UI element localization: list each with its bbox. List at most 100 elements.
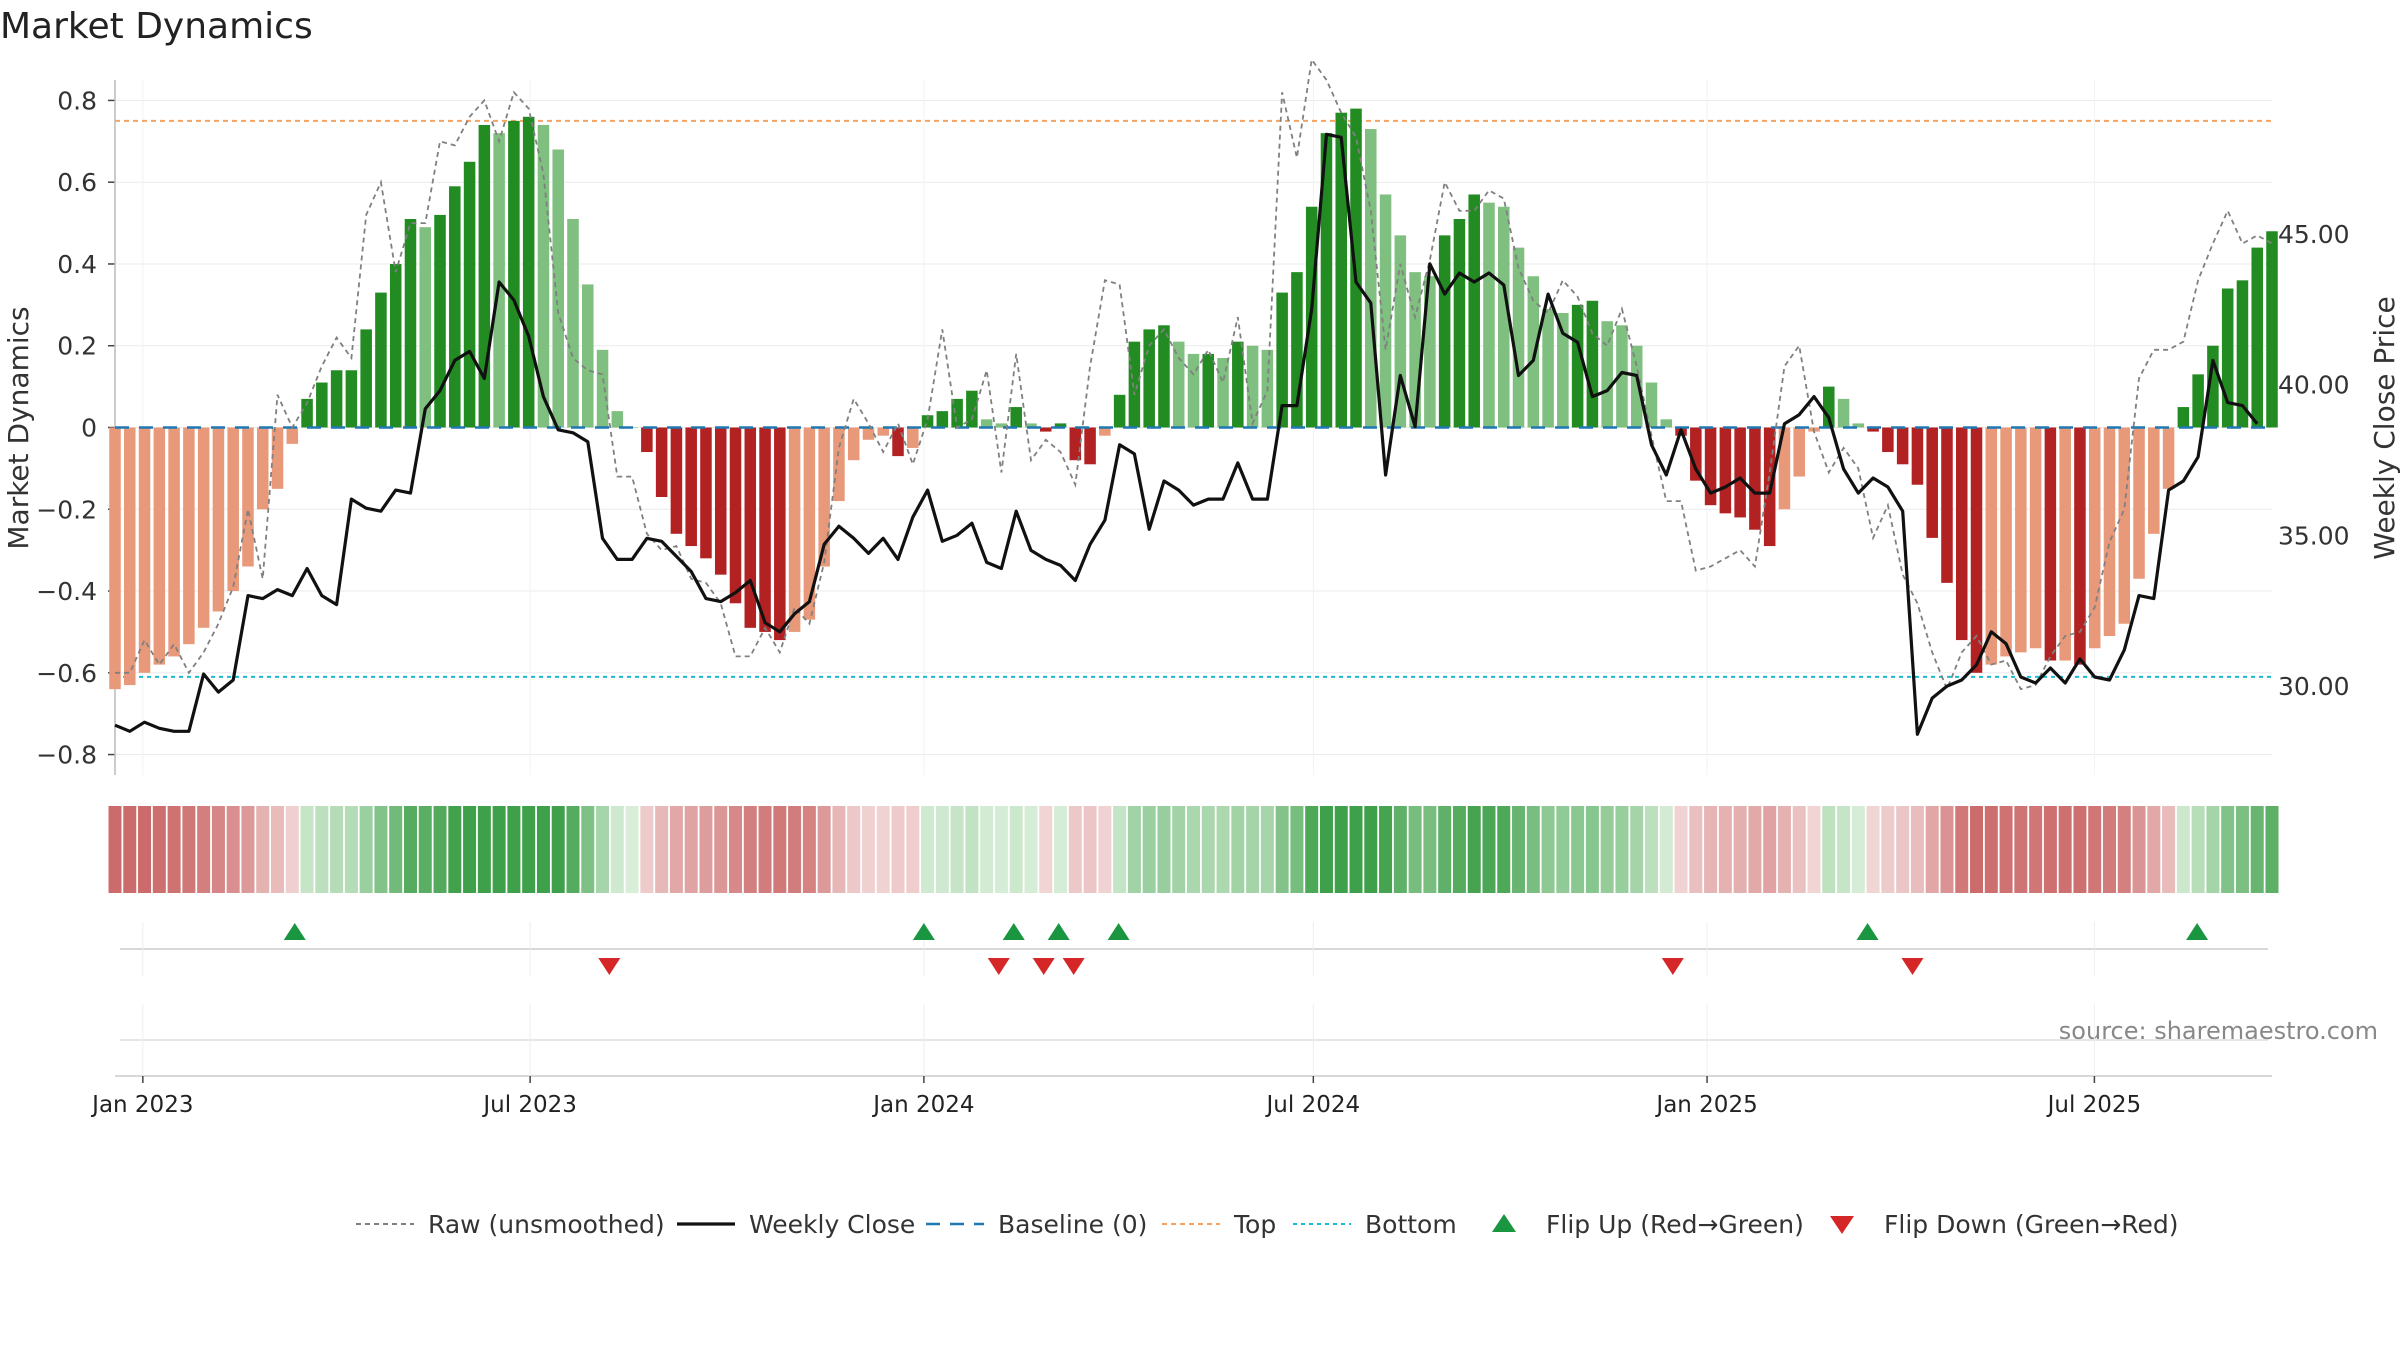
regime-strip-cell bbox=[1216, 806, 1230, 893]
x-tick-label: Jan 2023 bbox=[90, 1092, 193, 1118]
dynamics-bar bbox=[1778, 427, 1791, 510]
regime-strip-cell bbox=[1113, 806, 1127, 893]
dynamics-bar bbox=[1438, 235, 1451, 428]
regime-strip-cell bbox=[950, 806, 964, 893]
dynamics-bar bbox=[641, 427, 653, 453]
legend-label: Flip Down (Green→Red) bbox=[1884, 1210, 2179, 1239]
regime-strip-cell bbox=[1763, 806, 1777, 893]
y-axis-label: Market Dynamics bbox=[2, 306, 35, 549]
regime-strip-cell bbox=[1024, 806, 1038, 893]
dynamics-bar bbox=[1645, 382, 1658, 428]
dynamics-bar bbox=[1512, 247, 1525, 428]
dynamics-bar bbox=[242, 427, 254, 567]
regime-strip-cell bbox=[2265, 806, 2279, 893]
dynamics-bar bbox=[1719, 427, 1732, 514]
dynamics-bar bbox=[1896, 427, 1909, 465]
dynamics-bar bbox=[434, 214, 446, 428]
weekly-close-line bbox=[114, 132, 2259, 736]
dynamics-bar bbox=[759, 427, 771, 632]
dynamics-bar bbox=[744, 427, 757, 628]
regime-strip-cell bbox=[1615, 806, 1629, 893]
y2-tick-label: 35.00 bbox=[2278, 521, 2350, 550]
y-tick-label: −0.2 bbox=[36, 495, 97, 524]
dynamics-bar bbox=[316, 382, 328, 428]
regime-strip-cell bbox=[1512, 806, 1526, 893]
dynamics-bar bbox=[2221, 288, 2234, 428]
regime-strip-cell bbox=[1438, 806, 1452, 893]
regime-strip-cell bbox=[1098, 806, 1112, 893]
flip-markers bbox=[120, 922, 2268, 976]
dynamics-bar bbox=[921, 415, 934, 428]
dynamics-bar bbox=[1852, 423, 1865, 428]
dynamics-bar bbox=[1217, 358, 1229, 428]
dynamics-bar bbox=[2207, 345, 2219, 428]
y-tick-label: 0.2 bbox=[57, 332, 97, 361]
x-tick-label: Jul 2023 bbox=[481, 1092, 577, 1118]
regime-strip-cell bbox=[2043, 806, 2057, 893]
dynamics-bar bbox=[1069, 427, 1082, 461]
regime-strip-cell bbox=[1452, 806, 1466, 893]
regime-strip-cell bbox=[2073, 806, 2087, 893]
dynamics-bar bbox=[966, 390, 978, 428]
regime-strip-cell bbox=[2132, 806, 2146, 893]
legend: Raw (unsmoothed) Weekly Close Baseline (0)… bbox=[356, 1210, 2179, 1239]
dynamics-bar bbox=[774, 427, 786, 641]
regime-strip-cell bbox=[167, 806, 181, 893]
dynamics-bar bbox=[655, 427, 668, 497]
dynamics-bar bbox=[1394, 235, 1407, 428]
dynamics-bar bbox=[788, 427, 801, 632]
regime-strip-cell bbox=[197, 806, 211, 893]
regime-strip-cell bbox=[773, 806, 787, 893]
legend-label: Bottom bbox=[1365, 1210, 1457, 1239]
regime-strip-cell bbox=[536, 806, 550, 893]
regime-strip-cell bbox=[389, 806, 403, 893]
regime-strip-cell bbox=[1379, 806, 1393, 893]
axes: 0.8 0.6 0.4 0.2 0 −0.2 −0.4 −0.6 −0.8 45.00 40.00 3… bbox=[36, 80, 2350, 775]
chart-title: Market Dynamics bbox=[0, 6, 313, 47]
regime-strip-cell bbox=[1275, 806, 1289, 893]
dynamics-bar bbox=[1527, 276, 1540, 428]
dynamics-bar bbox=[1601, 321, 1613, 428]
dynamics-bar bbox=[611, 411, 624, 428]
dynamics-bar bbox=[803, 427, 816, 620]
dynamics-bar bbox=[301, 398, 313, 428]
dynamics-bar bbox=[1468, 194, 1480, 428]
regime-strip-cell bbox=[2206, 806, 2220, 893]
regime-strip-cell bbox=[596, 806, 610, 893]
y-tick-label: −0.6 bbox=[36, 659, 97, 688]
regime-strip-cell bbox=[1585, 806, 1599, 893]
regime-strip-cell bbox=[581, 806, 595, 893]
dynamics-bar bbox=[2029, 427, 2042, 649]
regime-strip-cell bbox=[477, 806, 491, 893]
dynamics-bar bbox=[1335, 112, 1348, 428]
dynamics-bar bbox=[183, 427, 195, 645]
regime-strip-cell bbox=[1866, 806, 1880, 893]
dynamics-bar bbox=[2103, 427, 2116, 636]
regime-strip-cell bbox=[1364, 806, 1378, 893]
dynamics-bar bbox=[1379, 194, 1392, 428]
y2-axis-label: Weekly Close Price bbox=[2368, 296, 2400, 559]
regime-strip-cell bbox=[1009, 806, 1023, 893]
dynamics-bar bbox=[1202, 353, 1215, 428]
dynamics-bar bbox=[419, 227, 432, 428]
dynamics-bar bbox=[256, 427, 269, 510]
regime-strip-cell bbox=[1260, 806, 1274, 893]
dynamics-bar bbox=[227, 427, 239, 592]
dynamics-bar bbox=[1365, 129, 1377, 428]
regime-strip-cell bbox=[300, 806, 314, 893]
regime-strip-cell bbox=[1157, 806, 1171, 893]
regime-strip-cell bbox=[1630, 806, 1644, 893]
x-tick-label: Jul 2024 bbox=[1265, 1092, 1361, 1118]
dynamics-bar bbox=[1291, 272, 1303, 428]
dynamics-bar bbox=[1409, 272, 1421, 428]
regime-strip-cell bbox=[1039, 806, 1053, 893]
regime-strip-cell bbox=[1334, 806, 1348, 893]
regime-strip-cell bbox=[965, 806, 979, 893]
regime-strip-cell bbox=[1526, 806, 1540, 893]
regime-strip-cell bbox=[492, 806, 506, 893]
regime-strip-cell bbox=[1822, 806, 1836, 893]
regime-strip-cell bbox=[1571, 806, 1585, 893]
flip-down-marker bbox=[1062, 958, 1085, 975]
regime-strip-cell bbox=[1482, 806, 1496, 893]
regime-strip-cell bbox=[433, 806, 447, 893]
